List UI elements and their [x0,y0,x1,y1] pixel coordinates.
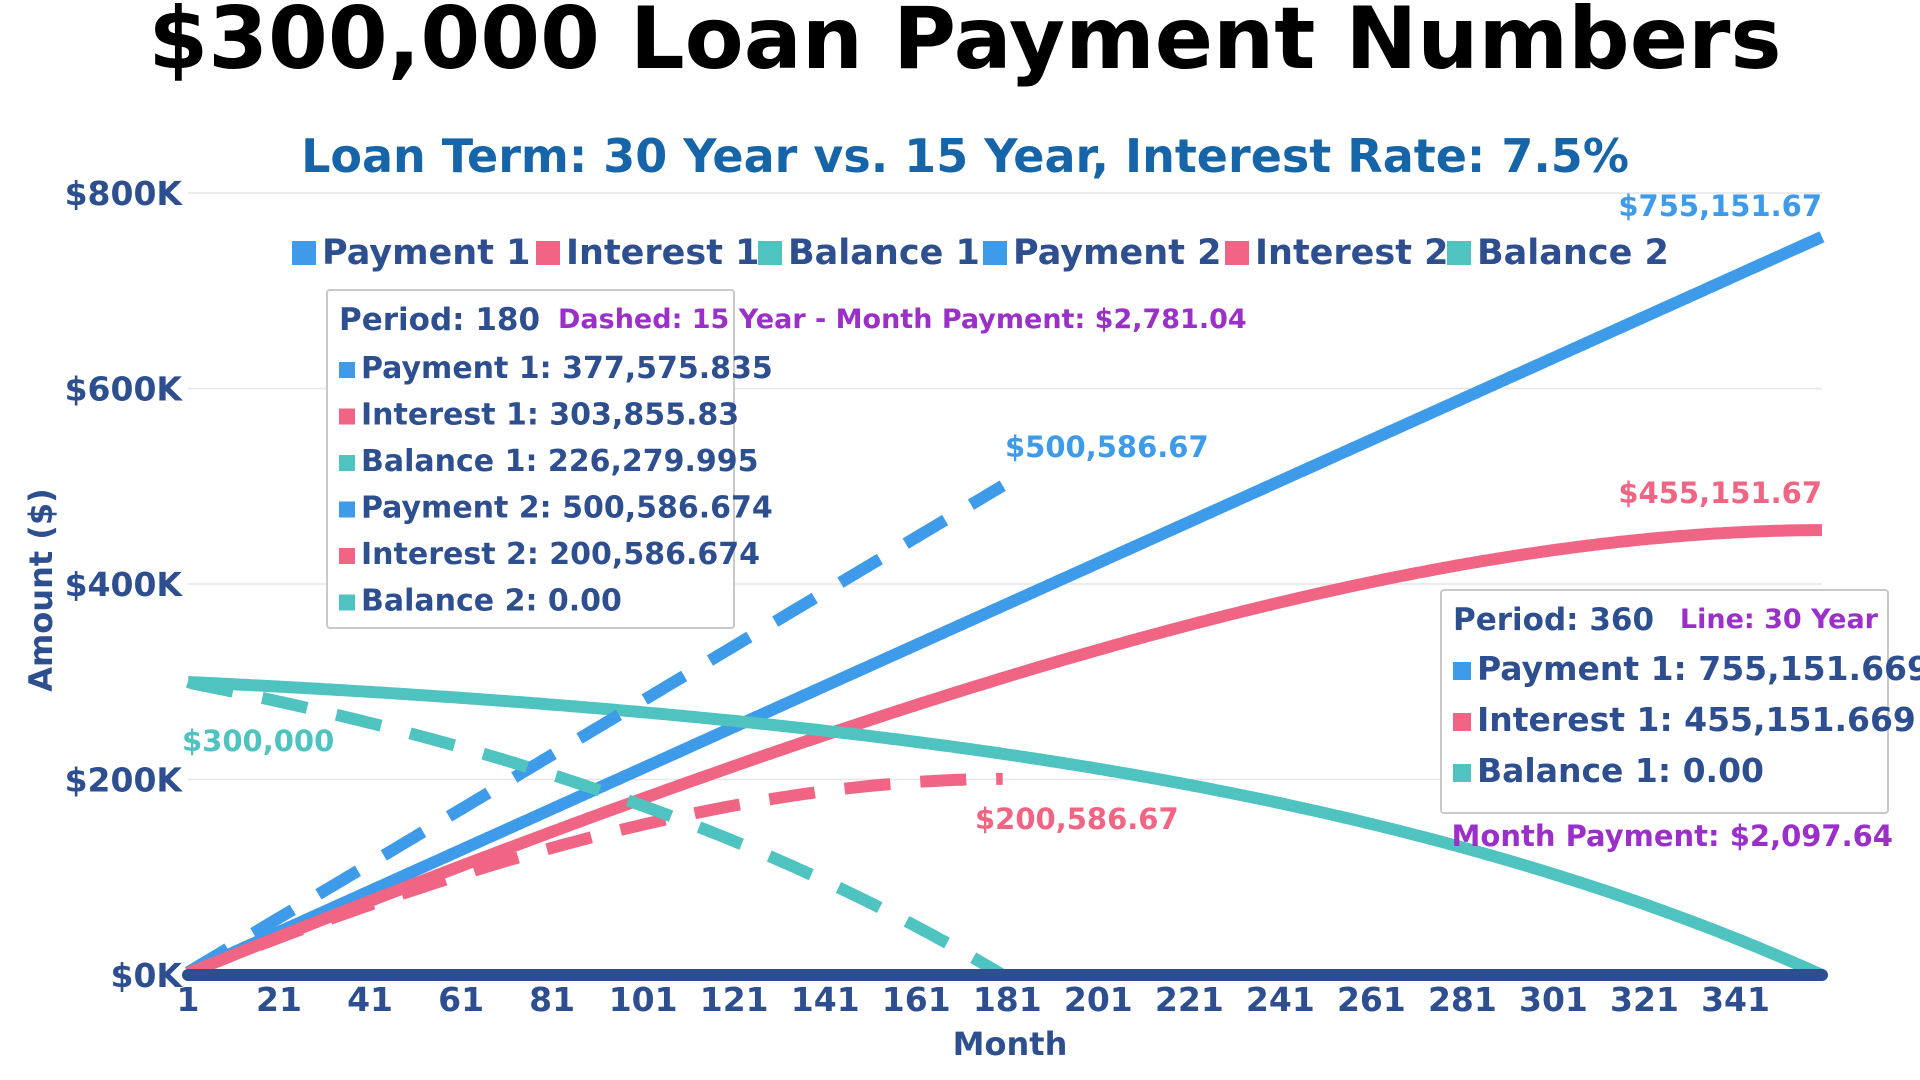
legend-item-balance-1[interactable]: Balance 1 [758,233,980,273]
legend-item-balance-2[interactable]: Balance 2 [1447,233,1669,273]
series-line-balance-1 [186,675,1825,981]
tooltip-swatch [1453,764,1471,782]
legend-swatch [1225,241,1249,265]
x-tick-label: 1 [177,980,200,1019]
x-tick-label: 121 [700,980,769,1019]
titles: $300,000 Loan Payment Numbers Loan Term:… [22,0,1782,1063]
tooltip-row: Balance 1: 226,279.995 [361,444,759,479]
series-line-interest-2 [185,772,1005,979]
x-tick-label: 301 [1519,980,1588,1019]
tooltip-note: Dashed: 15 Year - Month Payment: $2,781.… [558,304,1247,335]
tooltip-period: Period: 180 [339,302,540,338]
x-tick-label: 21 [256,980,302,1019]
legend-label: Payment 1 [322,233,530,273]
series-lines [184,231,1825,981]
data-label: $755,151.67 [1618,189,1822,223]
y-tick-label: $600K [65,370,184,409]
x-tick-label: 101 [609,980,678,1019]
tooltip-swatch [339,408,355,425]
legend-label: Balance 1 [788,233,980,273]
tooltip-swatch [339,362,355,378]
x-tick-label: 81 [529,980,575,1019]
tooltip-2: Period: 360 Line: 30 Year Payment 1: 755,1… [1440,589,1920,853]
tooltip-box [1440,589,1889,814]
tooltip-swatch [339,548,355,564]
tooltip-row: Interest 2: 200,586.674 [361,537,760,572]
legend-swatch [292,241,316,265]
x-tick-label: 341 [1701,980,1770,1019]
series-line-payment-1 [185,231,1825,979]
tooltip-period: Period: 360 [1453,602,1654,638]
legend-swatch [983,241,1007,265]
x-tick-label: 141 [791,980,860,1019]
tooltip-swatch [339,594,355,611]
y-tick-label: $200K [65,761,184,800]
data-label: $200,586.67 [975,802,1179,836]
tooltip-1: Period: 180 Dashed: 15 Year - Month Payme… [326,289,1247,629]
legend-item-payment-2[interactable]: Payment 2 [983,233,1221,273]
x-tick-label: 161 [882,980,951,1019]
x-tick-label: 321 [1610,980,1679,1019]
tooltip-box [326,289,735,629]
tooltip-note: Line: 30 Year [1680,604,1879,635]
series-line-balance-2 [185,676,1006,981]
series-line-interest-1 [185,524,1824,979]
x-axis-label: Month [953,1025,1068,1063]
legend-label: Interest 2 [1255,233,1449,273]
tooltip-swatch [1453,713,1471,731]
x-tick-label: 41 [347,980,393,1019]
data-label: $455,151.67 [1618,476,1822,510]
x-tick-label: 281 [1428,980,1497,1019]
legend-item-payment-1[interactable]: Payment 1 [292,233,530,273]
data-label: $300,000 [182,724,334,758]
tooltip-row: Balance 1: 0.00 [1477,751,1764,790]
legend[interactable]: Payment 1 Interest 1 Balance 1 Payment 2 Int… [292,233,1669,273]
y-tick-label: $0K [111,956,184,995]
x-tick-label: 181 [973,980,1042,1019]
legend-label: Interest 1 [566,233,760,273]
legend-item-interest-2[interactable]: Interest 2 [1225,233,1449,273]
tooltip-row: Payment 1: 377,575.835 [361,351,773,386]
legend-label: Payment 2 [1013,233,1221,273]
annotations: $755,151.67 $500,586.67 $455,151.67 $300,00… [182,189,1822,836]
legend-item-interest-1[interactable]: Interest 1 [536,233,760,273]
legend-swatch [1447,241,1471,265]
tooltip-row: Payment 1: 755,151.669 [1477,649,1920,688]
x-tick-label: 61 [438,980,484,1019]
tooltip-row: Interest 1: 455,151.669 [1477,700,1916,739]
y-tick-label: $400K [65,565,184,604]
y-tick-label: $800K [65,174,184,213]
data-label: $500,586.67 [1005,430,1209,464]
tooltip-row: Balance 2: 0.00 [361,584,622,619]
y-axis-label: Amount ($) [22,488,60,692]
tooltip-swatch [339,501,355,518]
legend-label: Balance 2 [1477,233,1669,273]
chart-title: $300,000 Loan Payment Numbers [148,0,1781,89]
series-line-payment-2 [184,480,1006,978]
tooltip-swatch [339,455,355,471]
x-tick-label: 201 [1064,980,1133,1019]
x-tick-label: 221 [1155,980,1224,1019]
tooltip-swatch [1453,662,1471,680]
tooltips: Period: 180 Dashed: 15 Year - Month Payme… [326,289,1920,853]
legend-swatch [536,241,560,265]
tooltip-row: Interest 1: 303,855.83 [361,398,739,433]
x-tick-label: 241 [1246,980,1315,1019]
legend-swatch [758,241,782,265]
x-tick-label: 261 [1337,980,1406,1019]
tooltip-row: Payment 2: 500,586.674 [361,491,773,526]
chart-subtitle: Loan Term: 30 Year vs. 15 Year, Interest… [301,129,1629,183]
tooltip-footer: Month Payment: $2,097.64 [1452,819,1893,853]
